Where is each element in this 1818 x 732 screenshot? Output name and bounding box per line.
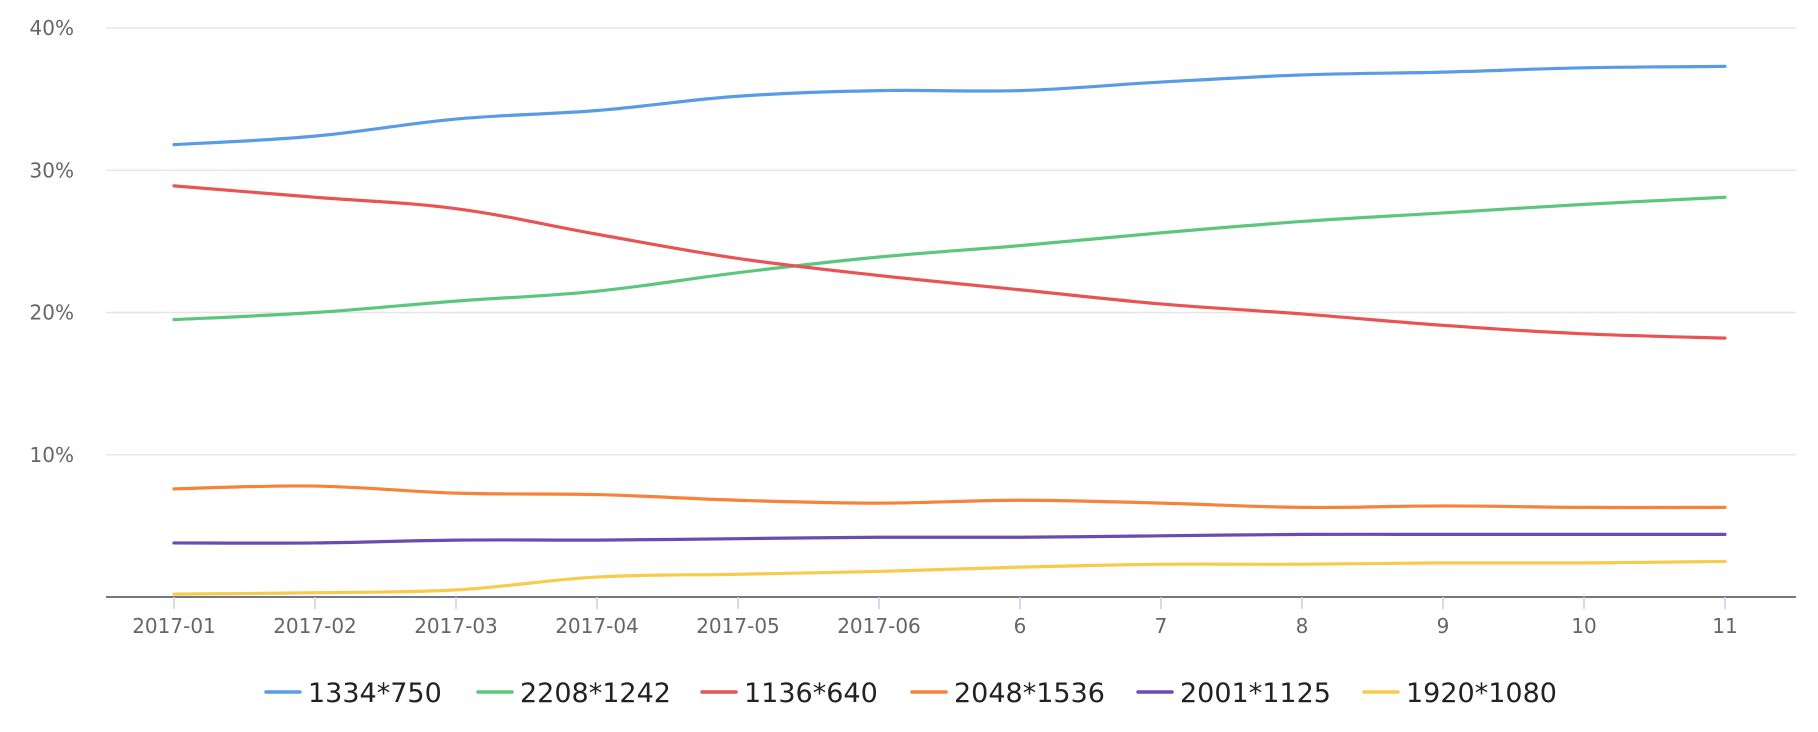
x-tick-label: 2017-03	[414, 614, 498, 638]
y-tick-label: 20%	[30, 301, 74, 325]
legend-item[interactable]: 1136*640	[700, 678, 878, 709]
series-line-5[interactable]	[172, 532, 1727, 545]
y-tick-label: 30%	[30, 158, 74, 182]
y-tick-label: 40%	[30, 16, 74, 40]
series-line-4[interactable]	[172, 484, 1727, 510]
legend-label: 2048*1536	[954, 678, 1105, 709]
legend-label: 2208*1242	[520, 678, 671, 709]
series-line-2[interactable]	[172, 195, 1727, 322]
x-tick-label: 2017-01	[132, 614, 216, 638]
y-axis: 10% 20% 30% 40%	[30, 16, 74, 467]
x-tick-label: 10	[1571, 614, 1596, 638]
x-tick-label: 2017-04	[555, 614, 639, 638]
legend-label: 2001*1125	[1180, 678, 1331, 709]
legend-label: 1334*750	[308, 678, 442, 709]
x-tick-label: 9	[1437, 614, 1450, 638]
x-tick-label: 6	[1014, 614, 1027, 638]
x-tick-label: 2017-05	[696, 614, 780, 638]
series-line-1[interactable]	[172, 64, 1727, 147]
legend-item[interactable]: 1334*750	[264, 678, 442, 709]
y-tick-label: 10%	[30, 443, 74, 467]
series-line-6[interactable]	[172, 559, 1727, 596]
x-tick-label: 2017-06	[837, 614, 921, 638]
legend-label: 1920*1080	[1406, 678, 1557, 709]
x-tick-label: 2017-02	[273, 614, 357, 638]
x-tick-label: 11	[1712, 614, 1737, 638]
legend-item[interactable]: 2048*1536	[910, 678, 1105, 709]
legend-item[interactable]: 2208*1242	[476, 678, 671, 709]
legend[interactable]: 1334*750 2208*1242 1136*640 2048*1536 2001*1…	[264, 678, 1557, 709]
legend-label: 1136*640	[744, 678, 878, 709]
x-tick-label: 8	[1296, 614, 1309, 638]
x-axis: 2017-01 2017-02 2017-03 2017-04 2017-05 2017-…	[106, 596, 1796, 638]
legend-item[interactable]: 2001*1125	[1136, 678, 1331, 709]
series-layer	[172, 64, 1727, 596]
x-tick-label: 7	[1155, 614, 1168, 638]
legend-item[interactable]: 1920*1080	[1362, 678, 1557, 709]
series-line-3[interactable]	[172, 184, 1727, 340]
grid-layer	[106, 27, 1796, 456]
